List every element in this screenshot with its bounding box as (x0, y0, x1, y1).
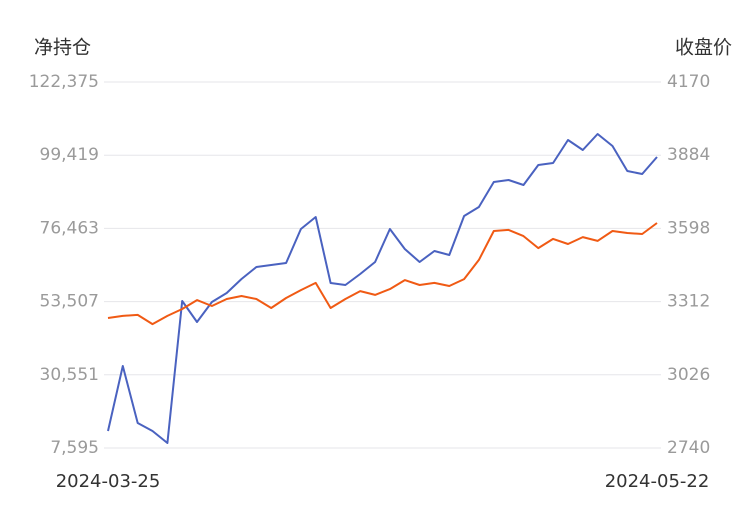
y2-tick-label: 3884 (667, 145, 710, 165)
y-tick-label: 99,419 (40, 145, 99, 165)
y-tick-label: 122,375 (29, 72, 99, 92)
y2-tick-label: 4170 (667, 72, 710, 92)
line-series (107, 133, 658, 444)
y2-tick-label: 3026 (667, 365, 710, 385)
y2-tick-label: 2740 (667, 438, 710, 458)
y-tick-label: 7,595 (50, 438, 99, 458)
y-tick-label: 30,551 (40, 365, 99, 385)
x-tick-label: 2024-03-25 (56, 471, 161, 492)
y2-axis-title: 收盘价 (675, 37, 732, 59)
y-tick-label: 53,507 (40, 292, 99, 312)
y2-tick-label: 3598 (667, 218, 710, 238)
line-series (107, 222, 658, 326)
y2-tick-label: 3312 (667, 292, 710, 312)
x-tick-label: 2024-05-22 (605, 471, 710, 492)
y-tick-label: 76,463 (40, 218, 99, 238)
y-axis-title: 净持仓 (34, 37, 91, 59)
